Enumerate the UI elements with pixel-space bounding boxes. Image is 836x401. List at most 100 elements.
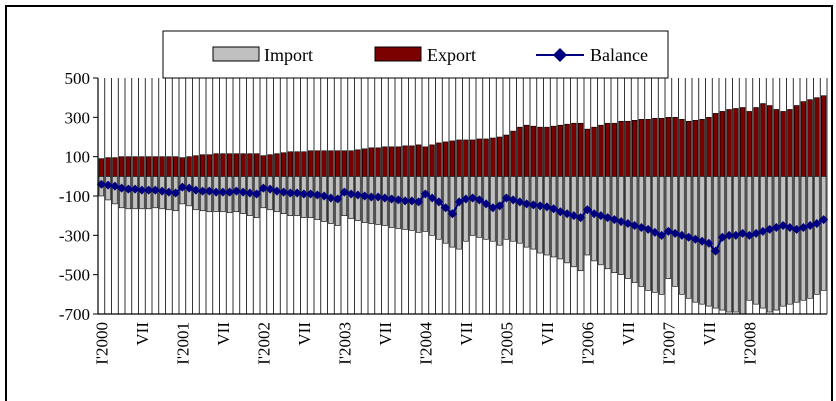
balance-marker (812, 219, 822, 229)
balance-marker (103, 180, 113, 190)
balance-marker (542, 202, 552, 212)
balance-marker (670, 228, 680, 238)
bar-import (584, 176, 591, 256)
balance-marker (488, 203, 498, 213)
y-tick-label: 100 (65, 148, 91, 167)
bar-export (517, 126, 523, 177)
bar-export (496, 136, 503, 177)
bar-export (469, 139, 476, 177)
bar-export (368, 147, 375, 177)
balance-marker (785, 222, 795, 232)
balance-marker (562, 209, 572, 219)
balance-marker (441, 203, 451, 213)
bar-import (476, 176, 483, 238)
balance-marker (738, 228, 748, 238)
balance-marker (508, 195, 518, 205)
bar-export (699, 119, 705, 177)
bar-export (166, 156, 172, 177)
bar-import (503, 176, 510, 240)
bar-import (800, 176, 807, 301)
balance-marker (339, 187, 349, 197)
bar-import (719, 176, 726, 311)
bar-export (328, 150, 334, 177)
balance-marker (501, 193, 511, 203)
bar-import (604, 176, 611, 270)
bar-import (760, 176, 766, 309)
balance-marker (582, 205, 592, 215)
bar-export (213, 153, 219, 177)
y-tick-label: -100 (59, 187, 90, 206)
bar-export (571, 122, 577, 177)
balance-marker (704, 238, 714, 248)
balance-marker (279, 187, 289, 197)
bar-import (523, 176, 530, 248)
balance-marker (724, 230, 734, 240)
x-axis-ticks: I'2000 VII I'2001 VII I'2002 VII I'2003 VII I'20… (92, 322, 759, 365)
bar-import (550, 176, 557, 258)
balance-marker (245, 188, 255, 198)
bar-export (820, 95, 827, 177)
bar-export (274, 153, 280, 177)
balance-marker (414, 197, 424, 207)
bar-export (321, 150, 327, 177)
bar-export (658, 118, 665, 177)
balance-marker (474, 195, 484, 205)
chart-frame (5, 5, 833, 401)
bar-export (665, 117, 672, 177)
bar-export (618, 120, 624, 177)
bar-import (469, 176, 476, 236)
legend-label-balance: Balance (590, 45, 648, 65)
bar-export (206, 154, 213, 177)
bar-export (280, 152, 287, 177)
balance-marker (792, 224, 802, 234)
bar-export (112, 157, 118, 177)
balance-marker (110, 181, 120, 191)
bar-export (422, 146, 429, 177)
balance-marker (420, 189, 430, 199)
balance-marker (157, 186, 167, 196)
balance-marker (711, 246, 721, 256)
balance-marker (528, 200, 538, 210)
bar-export (98, 158, 105, 177)
balance-marker (184, 183, 194, 193)
bar-export (739, 107, 746, 177)
balance-marker (535, 201, 545, 211)
bar-export (544, 126, 550, 177)
balance-marker (657, 230, 667, 240)
bar-import (496, 176, 503, 246)
y-tick-label: -300 (59, 226, 90, 245)
bar-export (267, 154, 273, 177)
balance-marker (150, 185, 160, 195)
x-tick-label: I'2003 (335, 322, 354, 365)
bar-export (240, 153, 246, 177)
bar-export (402, 145, 408, 177)
bar-import (726, 176, 732, 313)
bar-export (375, 147, 381, 177)
balance-marker (684, 232, 694, 242)
bar-export (409, 145, 415, 177)
balance-marker (238, 187, 248, 197)
bar-export (604, 122, 611, 177)
legend-label-import: Import (264, 45, 313, 65)
balance-marker (373, 192, 383, 202)
balance-marker (144, 185, 154, 195)
bar-export (631, 119, 638, 177)
balance-marker (299, 189, 309, 199)
balance-marker (765, 224, 775, 234)
bar-export (193, 155, 199, 177)
bar-import (807, 176, 813, 299)
bar-import (753, 176, 759, 305)
bar-import (611, 176, 618, 273)
bar-export (611, 122, 618, 177)
x-tick-label: I'2006 (578, 322, 597, 365)
bar-import (429, 176, 435, 236)
legend: Import Export Balance (162, 30, 669, 79)
bar-import (773, 176, 780, 311)
bar-export (625, 120, 631, 177)
bar-export (692, 119, 699, 177)
bar-export (719, 111, 726, 177)
bar-import (780, 176, 786, 307)
balance-marker (346, 189, 356, 199)
balance-marker (164, 187, 174, 197)
